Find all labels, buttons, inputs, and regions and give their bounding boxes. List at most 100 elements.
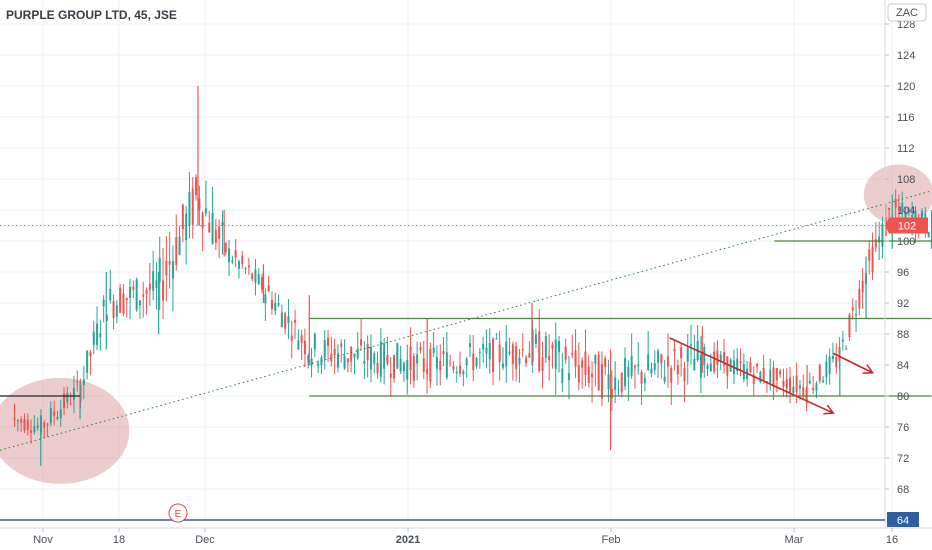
candle-body	[680, 347, 683, 359]
candle-body	[224, 243, 227, 253]
candle-body	[261, 277, 264, 290]
x-tick-label: Mar	[785, 534, 804, 546]
candle-body	[181, 204, 184, 230]
candle-body	[782, 380, 785, 387]
y-tick-label: 120	[897, 81, 915, 93]
currency-button[interactable]: ZAC	[887, 3, 927, 22]
lower-price-badge: 64	[887, 512, 919, 527]
lower-price-text: 64	[897, 515, 909, 527]
candle-body	[828, 356, 831, 374]
earnings-event-marker[interactable]: E	[168, 503, 188, 523]
candle-body	[406, 360, 409, 380]
candle-body	[459, 365, 462, 374]
candle-body	[49, 408, 52, 424]
candle-body	[290, 335, 293, 341]
candle-body	[244, 268, 247, 270]
candle-body	[587, 366, 590, 383]
candle-body	[422, 358, 425, 372]
y-tick-label: 108	[897, 174, 915, 186]
candle-body	[617, 388, 620, 390]
grid-lines	[0, 23, 885, 490]
candle-body	[76, 381, 79, 383]
dotted-trendline	[0, 190, 932, 451]
y-tick-label: 128	[897, 19, 915, 31]
candle-body	[53, 411, 56, 417]
candle-body	[785, 379, 788, 389]
candle-body	[99, 333, 102, 338]
candle-body	[122, 293, 125, 314]
candle-body	[389, 373, 392, 378]
candle-body	[627, 366, 630, 377]
candle-body	[739, 361, 742, 363]
candle-body	[59, 409, 62, 418]
candle-body	[353, 353, 356, 358]
candle-body	[188, 192, 191, 226]
candle-body	[383, 343, 386, 369]
candle-body	[376, 362, 379, 374]
candle-body	[168, 261, 171, 265]
candle-body	[165, 260, 168, 276]
candle-body	[861, 280, 864, 293]
candle-body	[478, 351, 481, 353]
candle-body	[287, 316, 290, 324]
candle-body	[317, 363, 320, 366]
candle-body	[228, 248, 231, 263]
candle-body	[214, 229, 217, 243]
candle-body	[452, 365, 455, 370]
y-tick-label: 96	[897, 267, 909, 279]
candle-body	[158, 257, 161, 283]
candle-body	[488, 342, 491, 360]
candle-body	[429, 349, 432, 382]
candle-body	[221, 222, 224, 226]
candle-body	[521, 349, 524, 351]
candle-body	[541, 357, 544, 371]
y-tick-label: 80	[897, 391, 909, 403]
candle-body	[155, 280, 158, 289]
candle-body	[534, 334, 537, 345]
candle-body	[630, 355, 633, 377]
x-tick-label: Nov	[33, 534, 53, 546]
candle-body	[723, 352, 726, 366]
candle-body	[904, 211, 907, 224]
candle-body	[855, 314, 858, 316]
candle-body	[327, 337, 330, 346]
y-tick-label: 100	[897, 236, 915, 248]
candle-body	[43, 422, 46, 428]
candle-body	[105, 315, 108, 321]
candle-body	[343, 355, 346, 369]
candle-body	[525, 357, 528, 364]
candle-body	[660, 354, 663, 364]
candle-body	[815, 383, 818, 391]
candle-body	[610, 389, 613, 399]
candle-body	[894, 198, 897, 208]
candle-body	[845, 348, 848, 350]
candle-body	[310, 358, 313, 366]
candle-body	[650, 368, 653, 374]
candle-body	[640, 371, 643, 384]
candle-body	[858, 288, 861, 309]
candle-body	[211, 213, 214, 244]
candle-body	[178, 236, 181, 255]
candle-body	[442, 351, 445, 355]
x-tick-label: 18	[113, 534, 125, 546]
candle-body	[264, 294, 267, 304]
candle-body	[789, 377, 792, 393]
candle-body	[752, 374, 755, 384]
candle-body	[33, 426, 36, 433]
candle-body	[402, 362, 405, 371]
down-arrow-head	[823, 404, 835, 415]
candle-body	[482, 344, 485, 350]
candle-body	[379, 341, 382, 377]
candle-body	[449, 362, 452, 364]
currency-label: ZAC	[896, 7, 918, 19]
candle-body	[693, 358, 696, 371]
candle-body	[369, 346, 372, 370]
candle-body	[129, 286, 132, 298]
candle-body	[544, 336, 547, 359]
candle-body	[663, 376, 666, 382]
candle-body	[841, 339, 844, 342]
candle-body	[386, 354, 389, 364]
candle-body	[706, 365, 709, 369]
candle-body	[759, 372, 762, 383]
